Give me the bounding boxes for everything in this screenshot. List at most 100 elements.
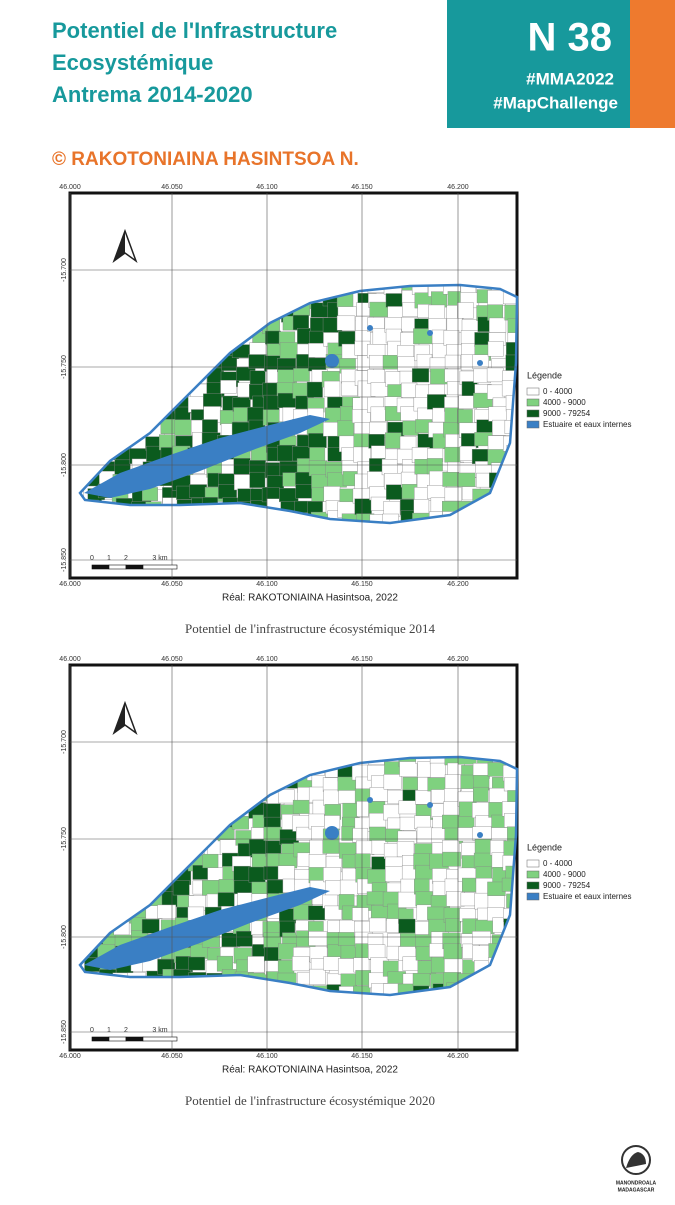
land-cell — [385, 293, 405, 308]
legend-swatch — [526, 420, 540, 429]
land-cell — [267, 475, 284, 490]
land-cell — [444, 368, 463, 383]
land-cell — [487, 341, 504, 357]
land-cell — [415, 891, 433, 907]
land-cell — [415, 790, 431, 805]
land-cell — [367, 369, 385, 384]
land-cell — [324, 905, 342, 920]
land-cell — [278, 789, 295, 804]
lon-tick: 46.200 — [447, 656, 469, 663]
legend-label: Estuaire et eaux internes — [543, 892, 632, 901]
lon-tick: 46.200 — [447, 1053, 469, 1060]
land-cell — [265, 330, 281, 345]
badge: N 38 — [528, 16, 613, 60]
land-cell — [489, 317, 507, 333]
legend-label: 0 - 4000 — [543, 387, 573, 396]
land-cell — [402, 777, 420, 791]
land-cell — [442, 814, 461, 829]
land-cell — [476, 419, 493, 435]
lon-tick: 46.000 — [59, 581, 81, 588]
land-cell — [277, 865, 295, 880]
land-cell — [367, 869, 387, 884]
lon-tick: 46.000 — [59, 656, 81, 663]
estuary — [84, 415, 330, 498]
lon-tick: 46.100 — [256, 581, 278, 588]
logo: MANONDROALA MADAGASCAR — [616, 1145, 657, 1193]
lon-tick: 46.000 — [59, 1053, 81, 1060]
scale-seg — [125, 564, 144, 570]
land-cell — [339, 879, 359, 897]
land-cell — [414, 815, 431, 829]
caption: Potentiel de l'infrastructure écosystémi… — [185, 1093, 435, 1108]
land-cell — [427, 906, 446, 921]
land-cell — [172, 880, 190, 896]
land-cell — [323, 867, 342, 883]
land-cell — [396, 841, 415, 858]
map: 46.000 46.000 46.050 46.050 46.100 46.100 46.1… — [59, 184, 631, 636]
land-cell — [352, 907, 369, 921]
land-cell — [279, 342, 298, 359]
land-cell — [325, 880, 342, 897]
legend-label: 9000 - 79254 — [543, 409, 591, 418]
land-cell — [218, 879, 236, 895]
land-cell — [308, 931, 328, 946]
land-cell — [416, 826, 435, 844]
land-cell — [427, 394, 447, 410]
legend-swatch — [526, 398, 540, 407]
land-cell — [472, 931, 491, 945]
land-cell — [309, 447, 326, 463]
land-cell — [386, 484, 403, 500]
land-cell — [308, 460, 328, 477]
land-cell — [368, 944, 386, 960]
land-cell — [401, 382, 418, 398]
land-cell — [369, 301, 389, 318]
scale-label: 2 — [124, 1027, 128, 1034]
water — [367, 797, 373, 803]
land-cell — [355, 840, 375, 856]
land-cell — [443, 943, 463, 960]
land-cell — [189, 484, 207, 498]
legend-label: 4000 - 9000 — [543, 398, 586, 407]
land-cell — [487, 435, 506, 452]
lon-tick: 46.150 — [351, 656, 373, 663]
land-cell — [383, 774, 402, 790]
land-cell — [306, 381, 323, 398]
water — [427, 802, 433, 808]
land-cell — [277, 960, 295, 975]
legend-title: Légende — [527, 370, 562, 380]
lon-tick: 46.050 — [161, 656, 183, 663]
logo-text: MADAGASCAR — [618, 1187, 655, 1193]
scale-label: 1 — [107, 1027, 111, 1034]
water — [367, 325, 373, 331]
legend-swatch — [526, 859, 540, 868]
land-cell — [412, 973, 431, 987]
land-cell — [444, 487, 462, 502]
land-cell — [342, 802, 358, 819]
land-cell — [398, 800, 418, 815]
north-arrow-half — [114, 231, 125, 261]
land-cell — [486, 367, 504, 383]
land-cell — [218, 484, 237, 499]
lon-tick: 46.050 — [161, 1053, 183, 1060]
land-cell — [457, 409, 473, 424]
land-cell — [387, 384, 404, 398]
lon-tick: 46.150 — [351, 1053, 373, 1060]
land-cell — [233, 407, 250, 422]
land-cell — [460, 892, 477, 907]
land-cell — [442, 851, 461, 867]
land-cell — [443, 330, 460, 346]
lat-tick: -15.800 — [61, 453, 68, 477]
land-cell — [457, 472, 476, 487]
land-cell — [444, 354, 461, 369]
water — [325, 354, 339, 368]
lon-tick: 46.000 — [59, 184, 81, 191]
scale-label: 1 — [107, 555, 111, 562]
land-cell — [323, 486, 341, 502]
land-cell — [322, 839, 340, 854]
land-cell — [248, 866, 266, 883]
land-cell — [203, 393, 222, 408]
land-cell — [217, 892, 235, 907]
land-cell — [416, 353, 433, 369]
